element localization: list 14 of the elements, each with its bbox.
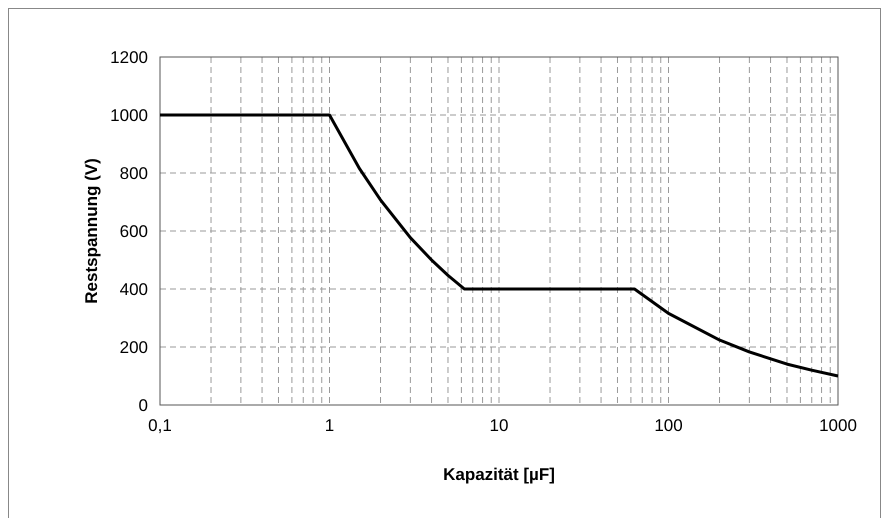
x-tick-label: 0,1 — [148, 416, 172, 435]
x-tick-label: 100 — [654, 416, 683, 435]
x-tick-label: 1 — [324, 416, 334, 435]
y-tick-label: 800 — [120, 164, 148, 183]
x-tick-label: 1000 — [819, 416, 857, 435]
x-axis-title: Kapazität [µF] — [443, 465, 555, 484]
y-tick-label: 1200 — [110, 48, 148, 67]
x-tick-label: 10 — [490, 416, 508, 435]
y-axis-title: Restspannung (V) — [82, 158, 101, 304]
y-tick-label: 200 — [120, 338, 148, 357]
y-tick-label: 0 — [138, 396, 148, 415]
y-tick-label: 400 — [120, 280, 148, 299]
y-tick-label: 1000 — [110, 106, 148, 125]
y-tick-label: 600 — [120, 222, 148, 241]
